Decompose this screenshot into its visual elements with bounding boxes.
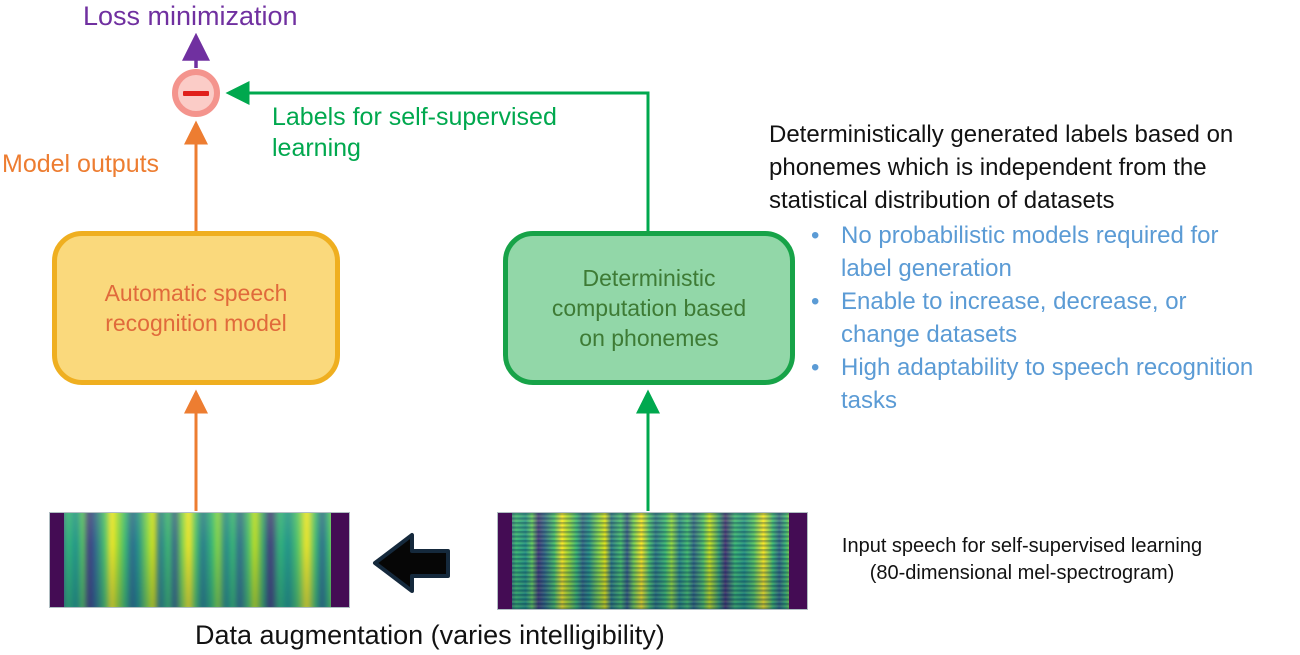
asr-model-box-label: Automatic speech recognition model [104,280,288,336]
ssl-labels-label: Labels for self-supervised learning [272,103,557,162]
bullet-text: No probabilistic models required for lab… [841,222,1219,282]
bullet-marker: • [811,354,820,381]
data-augmentation-label: Data augmentation (varies intelligibilit… [195,620,665,650]
model-outputs-label: Model outputs [2,150,160,178]
spectrogram-padding-band [50,513,64,607]
annotation-panel: Deterministically generated labels based… [769,118,1297,417]
spectrogram-augmented-image [50,513,349,607]
spectrogram-input [497,512,808,610]
spectrogram-augmented [49,512,350,608]
annotation-heading: Deterministically generated labels based… [769,121,1234,214]
spectrogram-input-image [498,513,807,609]
bullet-text: Enable to increase, decrease, or change … [841,288,1187,348]
bullet-item: • Enable to increase, decrease, or chang… [811,285,1297,351]
annotation-bullet-list: • No probabilistic models required for l… [811,219,1297,417]
deterministic-computation-box: Deterministic computation based on phone… [503,231,795,385]
input-speech-caption-line1: Input speech for self-supervised learnin… [841,535,1203,557]
bullet-marker: • [811,288,820,315]
bullet-item: • No probabilistic models required for l… [811,219,1297,285]
minus-icon [183,90,209,96]
spectrogram-harmonics-overlay [498,513,807,609]
input-speech-caption-line2: (80-dimensional mel-spectrogram) [869,562,1175,584]
loss-minimization-label: Loss minimization [83,1,298,31]
bullet-marker: • [811,222,820,249]
spectrogram-padding-band [498,513,512,609]
bullet-item: • High adaptability to speech recognitio… [811,351,1297,417]
spectrogram-padding-band [331,513,349,607]
asr-model-box: Automatic speech recognition model [52,231,340,385]
subtract-node [172,69,220,117]
spectrogram-padding-band [789,513,807,609]
input-speech-caption: Input speech for self-supervised learnin… [822,533,1222,587]
bullet-text: High adaptability to speech recognition … [841,354,1254,414]
deterministic-computation-box-label: Deterministic computation based on phone… [551,265,747,351]
data-augmentation-arrow-icon [373,533,450,593]
